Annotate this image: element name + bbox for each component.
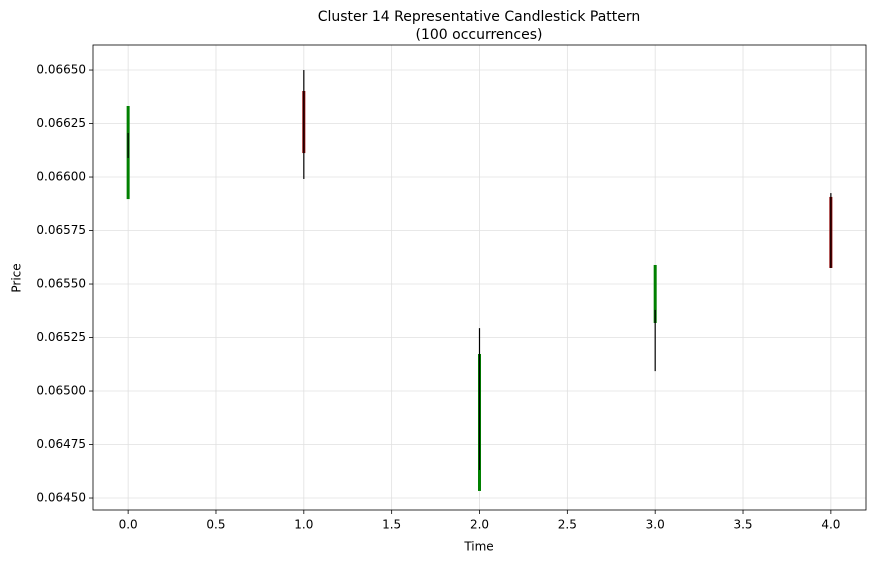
x-axis-label: Time <box>463 540 493 554</box>
chart-title: Cluster 14 Representative Candlestick Pa… <box>318 9 641 25</box>
x-tick-label: 4.0 <box>821 518 840 532</box>
x-tick-label: 1.5 <box>382 518 401 532</box>
y-axis-label: Price <box>10 263 24 292</box>
y-tick-label: 0.06500 <box>36 384 86 398</box>
y-tick-label: 0.06450 <box>36 491 86 505</box>
y-tick-label: 0.06600 <box>36 170 86 184</box>
x-tick-label: 1.0 <box>294 518 313 532</box>
x-tick-label: 3.5 <box>733 518 752 532</box>
y-tick-label: 0.06650 <box>36 63 86 77</box>
y-tick-label: 0.06575 <box>36 223 86 237</box>
x-tick-label: 2.0 <box>470 518 489 532</box>
chart-subtitle: (100 occurrences) <box>416 27 543 43</box>
x-tick-label: 2.5 <box>558 518 577 532</box>
y-tick-label: 0.06525 <box>36 330 86 344</box>
y-tick-label: 0.06550 <box>36 277 86 291</box>
plot-frame <box>92 44 867 511</box>
x-tick-label: 0.5 <box>206 518 225 532</box>
candle-body <box>653 264 657 323</box>
y-tick-label: 0.06475 <box>36 437 86 451</box>
x-tick-label: 3.0 <box>646 518 665 532</box>
x-tick-label: 0.0 <box>119 518 138 532</box>
y-tick-label: 0.06625 <box>36 116 86 130</box>
